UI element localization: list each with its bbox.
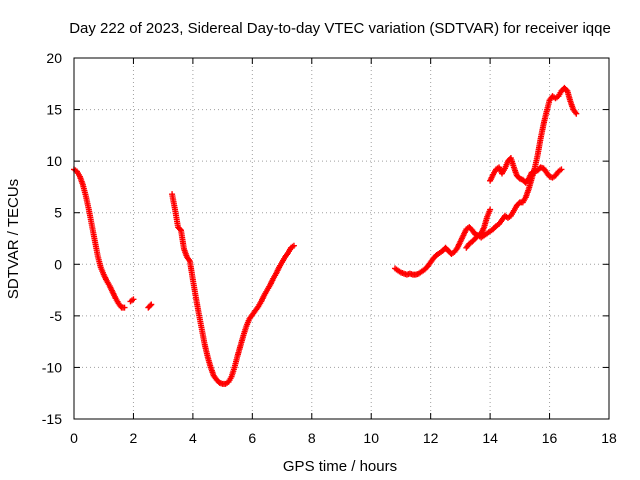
x-tick-label: 2 <box>130 430 138 446</box>
data-points <box>71 84 580 387</box>
data-point <box>121 304 128 311</box>
y-tick-label: -10 <box>42 359 62 375</box>
x-tick-label: 12 <box>423 430 439 446</box>
data-point <box>573 110 580 117</box>
data-point <box>130 296 137 303</box>
x-tick-label: 6 <box>248 430 256 446</box>
grid <box>74 58 609 419</box>
x-tick-label: 0 <box>70 430 78 446</box>
x-tick-label: 8 <box>308 430 316 446</box>
y-tick-labels: -15 -10 -5 0 5 10 15 20 <box>42 50 62 427</box>
data-point <box>558 166 565 173</box>
data-point <box>177 226 184 233</box>
x-tick-label: 18 <box>601 430 617 446</box>
data-point <box>148 301 155 308</box>
y-tick-label: 20 <box>46 50 62 66</box>
chart-title: Day 222 of 2023, Sidereal Day-to-day VTE… <box>69 20 611 37</box>
y-tick-label: 15 <box>46 102 62 118</box>
y-tick-label: 5 <box>54 205 62 221</box>
x-tick-label: 14 <box>482 430 498 446</box>
data-point <box>290 242 297 249</box>
data-point <box>487 206 494 213</box>
y-tick-label: 10 <box>46 153 62 169</box>
y-axis-title: SDTVAR / TECUs <box>5 179 22 299</box>
y-tick-label: -5 <box>50 308 63 324</box>
x-tick-label: 10 <box>363 430 379 446</box>
x-tick-labels: 0 2 4 6 8 10 12 14 16 18 <box>70 430 617 446</box>
x-tick-label: 16 <box>542 430 558 446</box>
data-point <box>147 302 154 309</box>
plot-frame <box>73 57 610 420</box>
y-tick-label: 0 <box>54 256 62 272</box>
x-axis-title: GPS time / hours <box>283 458 397 475</box>
x-tick-label: 4 <box>189 430 197 446</box>
y-tick-label: -15 <box>42 411 62 427</box>
